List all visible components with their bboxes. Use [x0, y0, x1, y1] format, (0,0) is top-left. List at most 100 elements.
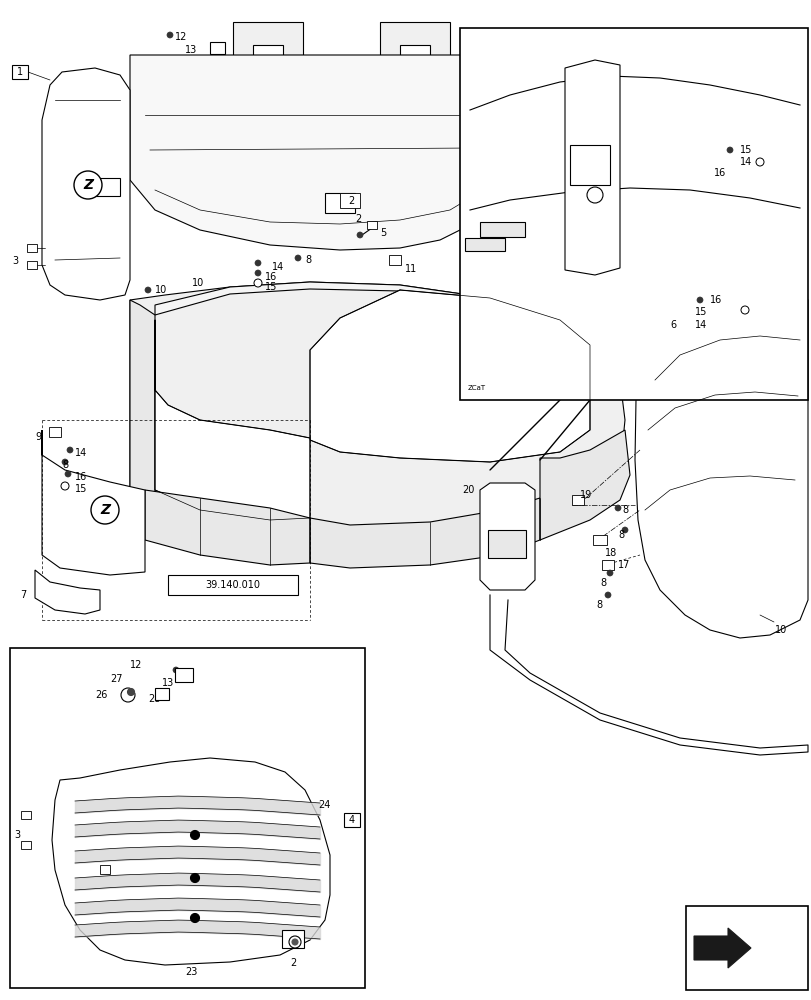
Text: 23: 23 [185, 967, 197, 977]
Text: 8: 8 [599, 578, 605, 588]
Polygon shape [310, 290, 590, 462]
Text: 13: 13 [162, 678, 174, 688]
Polygon shape [35, 570, 100, 614]
Bar [460, 28, 807, 400]
Circle shape [255, 270, 260, 276]
Text: Z: Z [100, 503, 109, 517]
Circle shape [173, 667, 178, 673]
Text: 15: 15 [694, 307, 706, 317]
Circle shape [614, 505, 620, 511]
Text: 3: 3 [14, 830, 20, 840]
Bar [10, 648, 365, 988]
Text: 26: 26 [95, 690, 107, 700]
Circle shape [191, 874, 200, 882]
Text: 8: 8 [305, 255, 311, 265]
Bar [601, 560, 613, 570]
Circle shape [604, 592, 610, 598]
Text: 10: 10 [155, 285, 167, 295]
Text: 15: 15 [739, 145, 752, 155]
Text: ZCaT: ZCaT [467, 385, 486, 391]
Bar [27, 244, 37, 252]
Text: 24: 24 [318, 800, 330, 810]
Bar [324, 193, 354, 213]
Bar [340, 192, 359, 208]
Bar [479, 222, 525, 237]
Bar [49, 427, 61, 437]
Text: Z: Z [83, 178, 93, 192]
FancyBboxPatch shape [168, 575, 298, 595]
Polygon shape [479, 483, 534, 590]
Text: 16: 16 [709, 295, 721, 305]
Circle shape [91, 496, 119, 524]
Text: 17: 17 [617, 560, 629, 570]
Bar [344, 813, 359, 827]
Bar [155, 688, 169, 700]
Text: 15: 15 [75, 484, 88, 494]
Circle shape [254, 279, 262, 287]
Circle shape [607, 570, 612, 576]
Bar [27, 261, 37, 269]
Text: 13: 13 [185, 45, 197, 55]
Text: 27: 27 [109, 674, 122, 684]
Polygon shape [42, 68, 130, 300]
Bar [80, 178, 120, 196]
Bar [571, 495, 583, 505]
Bar [685, 906, 807, 990]
Bar [100, 865, 109, 874]
Text: 10: 10 [774, 625, 787, 635]
Circle shape [191, 830, 200, 839]
Text: 18: 18 [604, 548, 616, 558]
Circle shape [67, 447, 73, 453]
Polygon shape [310, 498, 539, 568]
Text: 6: 6 [669, 320, 676, 330]
Polygon shape [155, 282, 604, 355]
Text: 8: 8 [62, 460, 68, 470]
Circle shape [292, 939, 298, 945]
Text: 2: 2 [290, 958, 296, 968]
Text: 9: 9 [35, 432, 41, 442]
Text: 3: 3 [12, 256, 18, 266]
Text: 7: 7 [20, 590, 26, 600]
Bar [21, 811, 31, 819]
Text: 14: 14 [75, 448, 87, 458]
Circle shape [65, 471, 71, 477]
Circle shape [167, 32, 173, 38]
Circle shape [74, 171, 102, 199]
Polygon shape [693, 928, 750, 968]
Circle shape [62, 459, 68, 465]
Text: 20: 20 [461, 485, 474, 495]
Bar [465, 238, 504, 251]
Text: 8: 8 [621, 505, 628, 515]
Polygon shape [130, 300, 155, 510]
Text: 12: 12 [130, 660, 142, 670]
Text: 10: 10 [191, 278, 204, 288]
Circle shape [121, 688, 135, 702]
Polygon shape [380, 22, 449, 60]
Circle shape [726, 147, 732, 153]
Text: 8: 8 [595, 600, 602, 610]
Text: 16: 16 [264, 272, 277, 282]
Bar [487, 530, 526, 558]
Text: 2: 2 [348, 196, 354, 206]
Text: 15: 15 [264, 282, 277, 292]
Circle shape [191, 913, 200, 922]
Text: 2: 2 [354, 214, 361, 224]
Text: 4: 4 [349, 815, 354, 825]
Circle shape [586, 187, 603, 203]
Bar [21, 841, 31, 849]
Text: 19: 19 [579, 490, 591, 500]
Text: 1: 1 [17, 67, 23, 77]
Polygon shape [564, 60, 620, 275]
Polygon shape [145, 490, 310, 565]
Text: 16: 16 [713, 168, 725, 178]
Polygon shape [42, 430, 145, 575]
Bar [569, 145, 609, 185]
Polygon shape [130, 282, 624, 552]
Text: 8: 8 [617, 530, 624, 540]
Polygon shape [130, 55, 489, 250]
Circle shape [696, 297, 702, 303]
Circle shape [294, 255, 301, 261]
Text: 12: 12 [175, 32, 187, 42]
Circle shape [127, 688, 135, 696]
Polygon shape [634, 290, 807, 638]
